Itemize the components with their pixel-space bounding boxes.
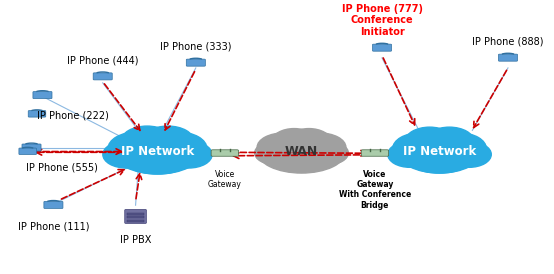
Text: WAN: WAN xyxy=(285,145,318,158)
FancyBboxPatch shape xyxy=(499,54,517,61)
Ellipse shape xyxy=(150,132,207,165)
Ellipse shape xyxy=(393,133,447,164)
Ellipse shape xyxy=(398,130,481,173)
Text: IP Phone (888): IP Phone (888) xyxy=(472,37,543,47)
Ellipse shape xyxy=(255,141,294,164)
FancyBboxPatch shape xyxy=(22,144,41,151)
Text: Voice
Gateway
With Conference
Bridge: Voice Gateway With Conference Bridge xyxy=(339,170,411,210)
Ellipse shape xyxy=(432,133,486,164)
Ellipse shape xyxy=(405,127,454,156)
FancyBboxPatch shape xyxy=(28,111,46,117)
Bar xyxy=(127,220,144,222)
Ellipse shape xyxy=(309,141,348,164)
Text: IP Network: IP Network xyxy=(403,145,476,158)
Ellipse shape xyxy=(103,141,150,168)
Text: Voice
Gateway: Voice Gateway xyxy=(208,170,242,189)
FancyBboxPatch shape xyxy=(33,92,52,99)
Bar xyxy=(127,213,144,215)
Text: IP Phone (333): IP Phone (333) xyxy=(160,42,232,52)
FancyBboxPatch shape xyxy=(211,150,239,156)
Text: IP PBX: IP PBX xyxy=(120,235,151,245)
Ellipse shape xyxy=(257,130,346,173)
Ellipse shape xyxy=(447,141,491,167)
Ellipse shape xyxy=(257,133,311,162)
Text: IP Phone (222): IP Phone (222) xyxy=(37,110,109,120)
Ellipse shape xyxy=(291,133,346,162)
Text: IP Phone (444): IP Phone (444) xyxy=(67,55,138,65)
Text: IP Phone (777)
Conference
Initiator: IP Phone (777) Conference Initiator xyxy=(341,4,423,37)
Ellipse shape xyxy=(113,129,202,174)
Ellipse shape xyxy=(108,132,165,165)
FancyBboxPatch shape xyxy=(361,150,388,156)
FancyBboxPatch shape xyxy=(44,201,63,209)
Text: IP Phone (111): IP Phone (111) xyxy=(18,221,89,232)
Ellipse shape xyxy=(272,129,316,155)
Ellipse shape xyxy=(287,129,331,155)
Ellipse shape xyxy=(408,144,471,173)
Ellipse shape xyxy=(388,141,432,167)
FancyBboxPatch shape xyxy=(186,59,206,66)
Ellipse shape xyxy=(142,126,194,156)
Text: IP Phone (555): IP Phone (555) xyxy=(26,163,98,173)
FancyBboxPatch shape xyxy=(93,73,112,80)
Ellipse shape xyxy=(425,127,474,156)
Ellipse shape xyxy=(121,126,173,156)
Ellipse shape xyxy=(165,141,212,168)
Text: IP Network: IP Network xyxy=(121,145,194,158)
FancyBboxPatch shape xyxy=(19,148,37,155)
FancyBboxPatch shape xyxy=(372,44,392,51)
Bar xyxy=(127,216,144,218)
FancyBboxPatch shape xyxy=(125,209,146,224)
Ellipse shape xyxy=(124,144,191,174)
